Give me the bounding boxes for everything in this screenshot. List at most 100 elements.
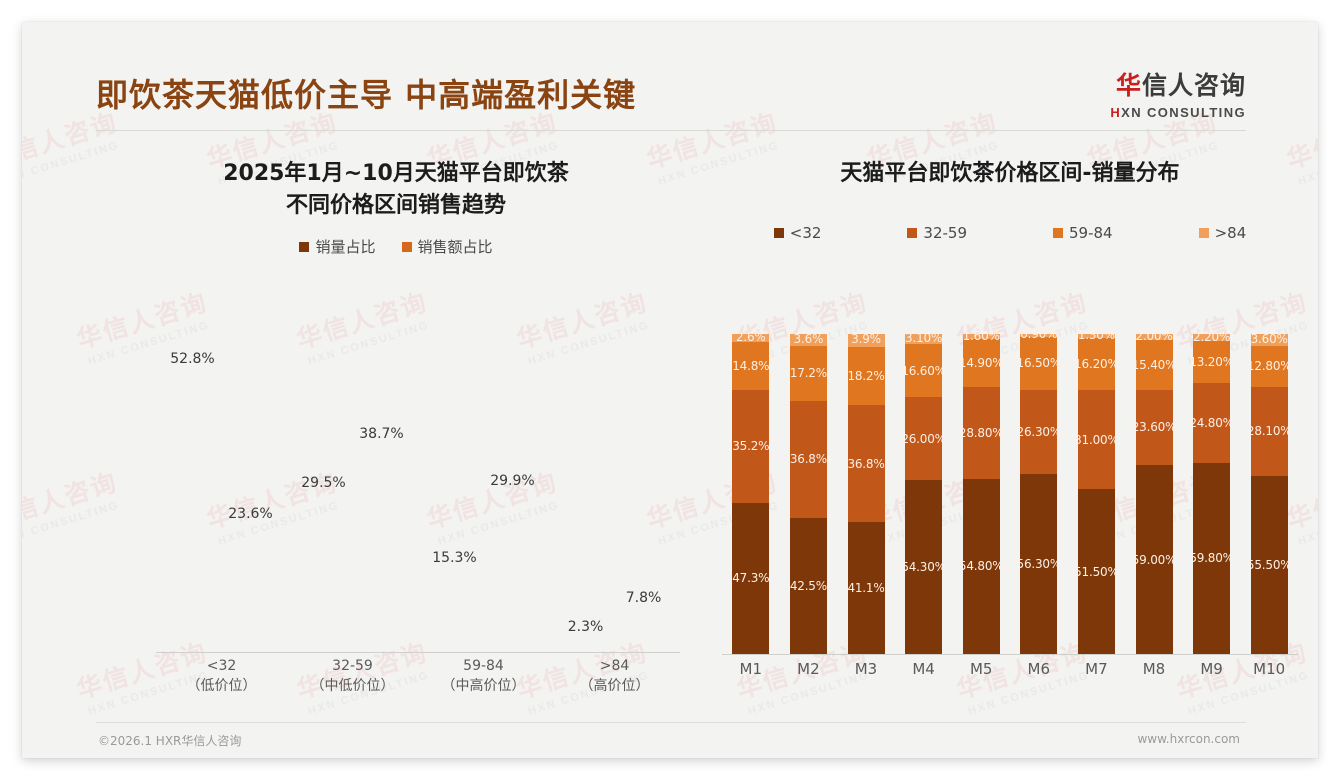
left-chart-panel: 2025年1月~10月天猫平台即饮茶 不同价格区间销售趋势 销量占比 销售额占比 … bbox=[96, 158, 696, 718]
left-chart-title-line1: 2025年1月~10月天猫平台即饮茶 bbox=[223, 161, 569, 186]
bar-value-label: 7.8% bbox=[625, 589, 662, 606]
stack-segment-0[interactable]: 56.30% bbox=[1017, 473, 1061, 654]
stack-segment-3[interactable]: 2.20% bbox=[1193, 330, 1230, 344]
segment-value-label: 2.6% bbox=[735, 330, 766, 345]
stack-segment-1[interactable]: 36.8% bbox=[847, 404, 885, 523]
stack-segment-2[interactable]: 16.50% bbox=[1017, 336, 1061, 390]
stack-segment-3[interactable]: 3.9% bbox=[847, 332, 885, 347]
stack-segment-0[interactable]: 55.50% bbox=[1247, 476, 1292, 654]
x-tick-sub: （低价位） bbox=[186, 678, 257, 694]
x-tick-main: >84 bbox=[599, 658, 630, 674]
stack-segment-3[interactable]: 2.00% bbox=[1135, 329, 1172, 343]
bar-0[interactable]: 15.3% bbox=[432, 550, 476, 652]
bar-0[interactable]: 52.8% bbox=[170, 351, 214, 652]
legend-item-3[interactable]: >84 bbox=[1198, 224, 1246, 242]
stacked-bar[interactable]: 56.30% 26.30% 16.50% 0.90% bbox=[1017, 327, 1061, 654]
stack-segment-2[interactable]: 15.40% bbox=[1132, 340, 1176, 390]
stacked-bar[interactable]: 59.00% 23.60% 15.40% 2.00% bbox=[1132, 329, 1176, 654]
segment-value-label: 1.60% bbox=[962, 328, 1000, 343]
stack-segment-3[interactable]: 3.6% bbox=[789, 331, 827, 346]
stack-segment-0[interactable]: 54.80% bbox=[959, 478, 1004, 654]
stack-segment-1[interactable]: 24.80% bbox=[1189, 383, 1234, 463]
legend-item-0[interactable]: 销量占比 bbox=[299, 236, 376, 257]
stack-segment-3[interactable]: 2.6% bbox=[732, 330, 770, 344]
logo-chinese-rest: 信人咨询 bbox=[1141, 71, 1246, 100]
stack-segment-1[interactable]: 35.2% bbox=[732, 389, 770, 503]
segment-value-label: 28.10% bbox=[1246, 424, 1292, 439]
legend-item-1[interactable]: 32-59 bbox=[907, 224, 967, 242]
x-tick-main: 59-84 bbox=[463, 658, 504, 674]
stack-segment-3[interactable]: 0.90% bbox=[1020, 327, 1057, 341]
legend-item-2[interactable]: 59-84 bbox=[1053, 224, 1113, 242]
legend-label: 32-59 bbox=[923, 224, 967, 242]
stack-segment-3[interactable]: 3.60% bbox=[1251, 332, 1288, 346]
stack-segment-3[interactable]: 1.60% bbox=[963, 329, 1000, 343]
segment-value-label: 59.00% bbox=[1131, 552, 1177, 567]
x-tick-label: <32 （低价位） bbox=[156, 656, 287, 696]
stacked-bar[interactable]: 54.30% 26.00% 16.60% 3.10% bbox=[901, 331, 946, 654]
stacked-bar[interactable]: 55.50% 28.10% 12.80% 3.60% bbox=[1247, 332, 1292, 654]
stack-segment-3[interactable]: 1.30% bbox=[1078, 328, 1115, 342]
stack-segment-1[interactable]: 28.10% bbox=[1247, 386, 1292, 477]
segment-value-label: 59.80% bbox=[1189, 551, 1234, 566]
header-divider bbox=[96, 130, 1246, 131]
stack-segment-2[interactable]: 12.80% bbox=[1247, 345, 1292, 387]
stacked-bar[interactable]: 59.80% 24.80% 13.20% 2.20% bbox=[1189, 330, 1234, 654]
segment-value-label: 55.50% bbox=[1246, 558, 1292, 573]
stacked-bar[interactable]: 42.5% 36.8% 17.2% 3.6% bbox=[789, 331, 827, 654]
segment-value-label: 18.2% bbox=[847, 368, 885, 383]
footer-divider bbox=[96, 722, 1246, 723]
slide-header: 即饮茶天猫低价主导 中高端盈利关键 华信人咨询 HXN CONSULTING bbox=[96, 62, 1246, 124]
stacked-bar[interactable]: 47.3% 35.2% 14.8% 2.6% bbox=[732, 330, 770, 654]
footer-website: www.hxrcon.com bbox=[1137, 732, 1240, 746]
x-tick-label: >84 （高价位） bbox=[549, 656, 680, 696]
stack-segment-2[interactable]: 16.20% bbox=[1074, 338, 1119, 391]
page-title: 即饮茶天猫低价主导 中高端盈利关键 bbox=[96, 76, 637, 114]
stack-segment-1[interactable]: 28.80% bbox=[959, 386, 1004, 479]
stack-segment-2[interactable]: 14.90% bbox=[959, 339, 1004, 387]
segment-value-label: 17.2% bbox=[789, 366, 827, 380]
stack-segment-2[interactable]: 14.8% bbox=[732, 342, 770, 390]
segment-value-label: 26.00% bbox=[901, 431, 946, 446]
legend-item-1[interactable]: 销售额占比 bbox=[401, 236, 493, 257]
stack-segment-0[interactable]: 59.80% bbox=[1189, 462, 1234, 654]
segment-value-label: 14.8% bbox=[732, 359, 770, 374]
bar-1[interactable]: 38.7% bbox=[359, 426, 403, 652]
bar-0[interactable]: 2.3% bbox=[565, 619, 607, 652]
stack-segment-0[interactable]: 47.3% bbox=[732, 502, 770, 654]
stack-segment-0[interactable]: 41.1% bbox=[847, 522, 885, 654]
stack-segment-0[interactable]: 59.00% bbox=[1132, 465, 1176, 654]
x-tick-label: 32-59 （中低价位） bbox=[287, 656, 418, 696]
stacked-bar[interactable]: 51.50% 31.00% 16.20% 1.30% bbox=[1074, 328, 1119, 654]
legend-item-0[interactable]: <32 bbox=[773, 224, 821, 242]
stack-segment-2[interactable]: 13.20% bbox=[1189, 341, 1234, 384]
bar-1[interactable]: 7.8% bbox=[623, 590, 665, 652]
stack-segment-0[interactable]: 51.50% bbox=[1074, 489, 1119, 654]
stack-segment-1[interactable]: 31.00% bbox=[1074, 390, 1119, 490]
stack-segment-0[interactable]: 42.5% bbox=[790, 518, 827, 654]
bar-1[interactable]: 29.9% bbox=[490, 473, 534, 652]
right-plot-area: 47.3% 35.2% 14.8% 2.6% 42.5% 36.8% 17.2% 3.6% 41… bbox=[722, 327, 1298, 655]
left-chart-legend: 销量占比 销售额占比 bbox=[96, 236, 696, 257]
x-tick-label: M5 bbox=[969, 660, 993, 678]
segment-value-label: 3.6% bbox=[793, 331, 824, 346]
left-chart-title: 2025年1月~10月天猫平台即饮茶 不同价格区间销售趋势 bbox=[96, 158, 696, 222]
stacked-bar[interactable]: 41.1% 36.8% 18.2% 3.9% bbox=[847, 332, 885, 654]
bar-0[interactable]: 29.5% bbox=[301, 475, 345, 652]
stacked-bar[interactable]: 54.80% 28.80% 14.90% 1.60% bbox=[959, 329, 1004, 654]
stack-segment-1[interactable]: 23.60% bbox=[1132, 389, 1176, 466]
stack-segment-0[interactable]: 54.30% bbox=[901, 480, 946, 654]
stack-segment-1[interactable]: 26.30% bbox=[1017, 389, 1061, 474]
stack-segment-1[interactable]: 26.00% bbox=[901, 397, 946, 481]
bar-group: 29.5% 38.7% bbox=[287, 334, 418, 652]
stack-segment-2[interactable]: 18.2% bbox=[847, 346, 885, 405]
bar-value-label: 15.3% bbox=[432, 549, 477, 566]
stack-segment-1[interactable]: 36.8% bbox=[790, 400, 827, 519]
x-tick-label: M10 bbox=[1253, 660, 1286, 678]
stack-segment-2[interactable]: 17.2% bbox=[789, 345, 827, 401]
stack-segment-2[interactable]: 16.60% bbox=[901, 343, 946, 398]
segment-value-label: 24.80% bbox=[1189, 415, 1234, 430]
stack-segment-3[interactable]: 3.10% bbox=[905, 331, 942, 345]
bar-1[interactable]: 23.6% bbox=[228, 506, 272, 652]
segment-value-label: 13.20% bbox=[1189, 355, 1234, 370]
